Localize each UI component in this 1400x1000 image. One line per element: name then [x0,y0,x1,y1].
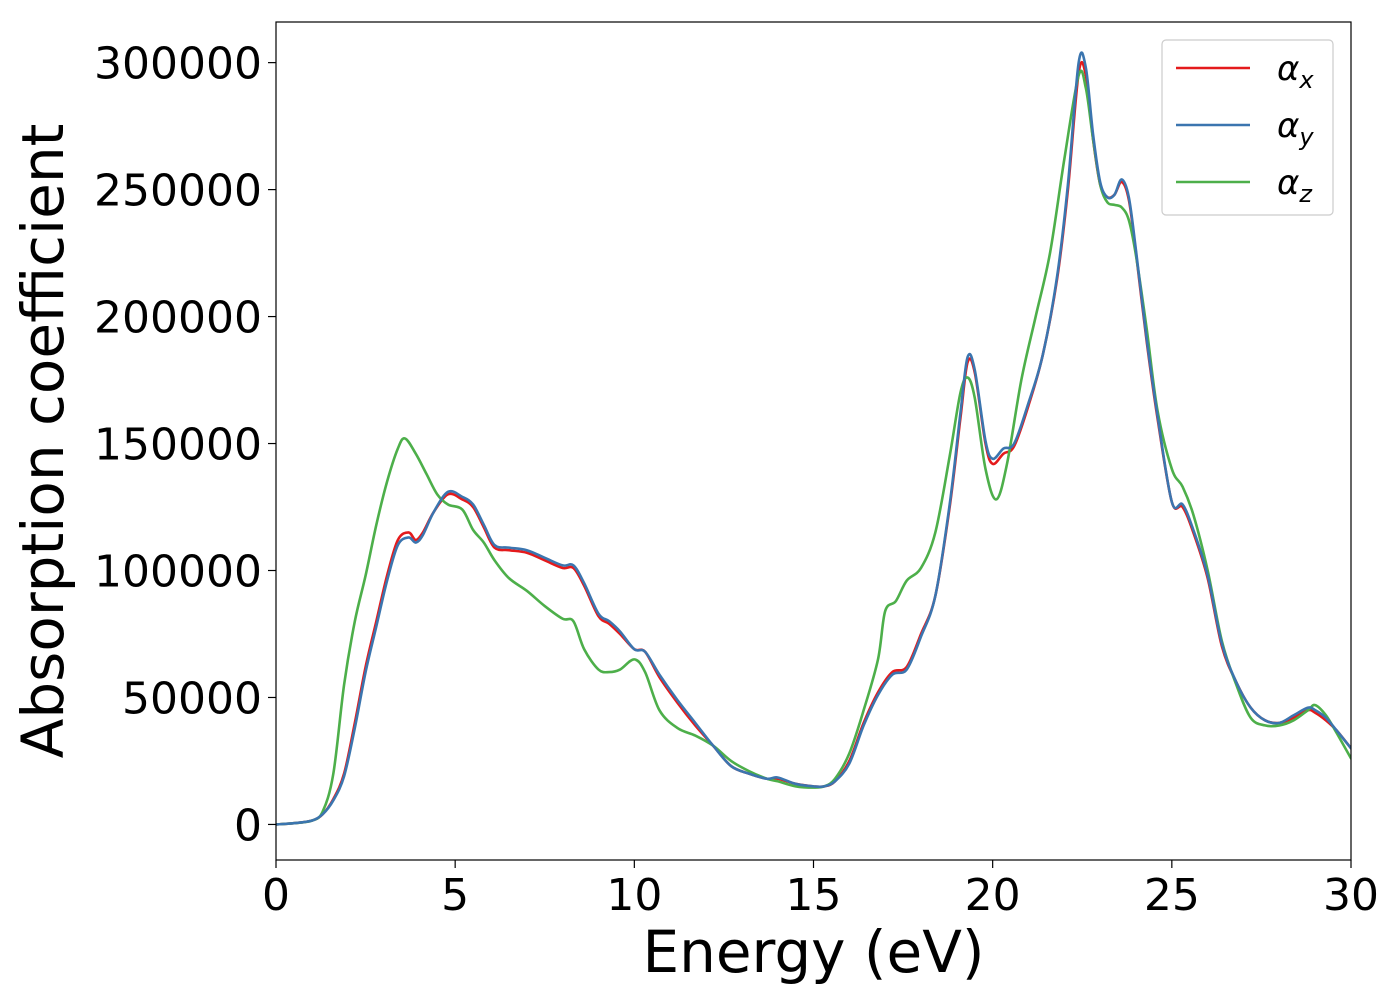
series-line-alpha-y [276,51,1351,826]
y-tick-label: 200000 [94,293,262,344]
legend-box [1161,39,1334,216]
series-line-alpha-z [276,69,1351,826]
y-axis-title: Absorption coefficient [9,124,77,759]
x-tick-label: 0 [262,870,290,921]
legend-label-alpha-x: αx [1277,49,1314,94]
y-tick-label: 50000 [122,673,262,724]
x-axis-title: Energy (eV) [642,918,984,986]
y-tick-label: 250000 [94,166,262,217]
y-tick-label: 150000 [94,420,262,471]
plot-frame [275,21,1352,861]
x-tick-label: 15 [786,870,842,921]
x-tick-label: 25 [1144,870,1200,921]
plot-area [276,51,1351,826]
x-tick-label: 10 [606,870,662,921]
legend-label-alpha-z: αz [1277,163,1313,208]
legend-label-alpha-y: αy [1277,106,1314,151]
x-tick-label: 20 [965,870,1021,921]
y-tick-label: 100000 [94,547,262,598]
y-tick-label: 0 [234,800,262,851]
x-axis-ticks: 0 5 10 15 20 25 30 [262,860,1379,921]
x-tick-label: 30 [1323,870,1379,921]
x-tick-label: 5 [441,870,469,921]
y-axis-ticks: 0 50000 100000 150000 200000 250000 300000 [94,39,276,851]
y-tick-label: 300000 [94,39,262,90]
legend: αx αy αz [1161,39,1334,216]
